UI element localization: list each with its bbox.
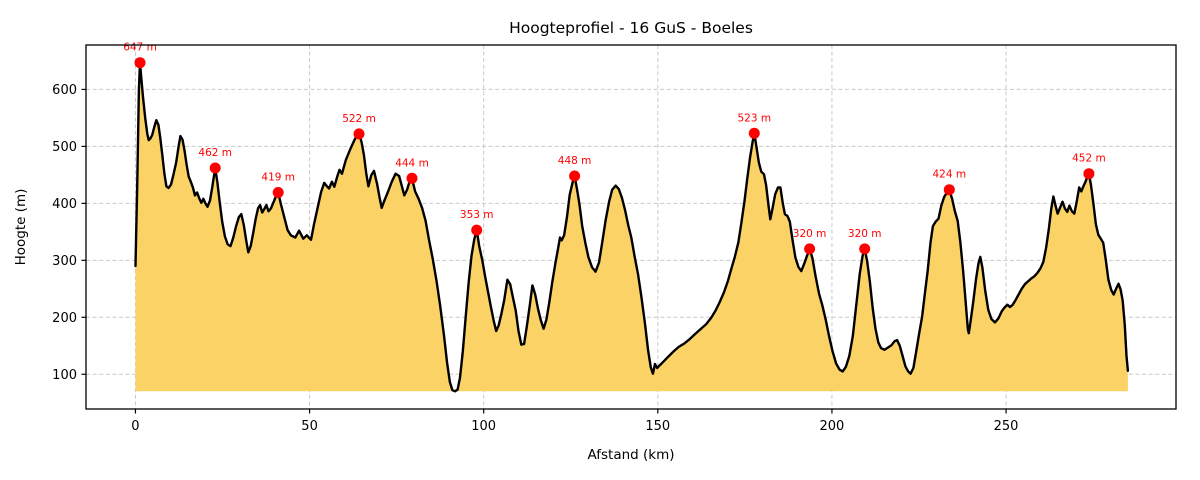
peak-marker bbox=[353, 128, 365, 140]
peak-marker bbox=[471, 224, 483, 236]
elevation-fill bbox=[135, 62, 1128, 392]
peak-annotation: 419 m bbox=[261, 172, 295, 184]
peak-marker bbox=[406, 172, 418, 184]
peak-annotation: 320 m bbox=[848, 228, 882, 240]
peak-annotation: 353 m bbox=[460, 209, 494, 221]
y-tick-label: 400 bbox=[52, 197, 77, 212]
peak-marker bbox=[748, 127, 760, 139]
y-axis-label: Hoogte (m) bbox=[13, 189, 29, 266]
x-tick-label: 0 bbox=[131, 419, 139, 434]
y-tick-label: 200 bbox=[52, 311, 77, 326]
x-axis-label: Afstand (km) bbox=[587, 447, 674, 463]
peak-marker bbox=[569, 170, 581, 182]
y-tick-label: 600 bbox=[52, 83, 77, 98]
x-tick-label: 250 bbox=[994, 419, 1019, 434]
peak-annotation: 452 m bbox=[1072, 153, 1106, 165]
peak-annotation: 462 m bbox=[198, 147, 232, 159]
peak-marker bbox=[272, 187, 284, 198]
peak-annotation: 522 m bbox=[342, 113, 376, 125]
peak-marker bbox=[859, 243, 871, 255]
peak-annotation: 448 m bbox=[558, 155, 592, 167]
peak-annotation: 647 m bbox=[123, 42, 157, 54]
peak-marker bbox=[209, 162, 221, 174]
x-tick-label: 100 bbox=[471, 419, 496, 434]
tick-marks bbox=[81, 88, 1007, 414]
x-tick-label: 150 bbox=[645, 419, 670, 434]
chart-title: Hoogteprofiel - 16 GuS - Boeles bbox=[509, 19, 753, 37]
peak-annotation: 320 m bbox=[793, 228, 827, 240]
peak-annotation: 424 m bbox=[932, 169, 966, 181]
y-tick-label: 500 bbox=[52, 140, 77, 155]
peak-marker bbox=[1083, 168, 1095, 180]
plot-border bbox=[85, 44, 1177, 410]
peak-annotation: 444 m bbox=[395, 157, 429, 169]
peak-annotation: 523 m bbox=[737, 112, 771, 124]
peak-marker bbox=[134, 57, 146, 69]
x-tick-label: 200 bbox=[820, 419, 845, 434]
plot-area: 647 m 462 m 419 m 522 m 444 m 353 m 448 m 523 m… bbox=[52, 42, 1177, 434]
peak-marker bbox=[804, 243, 816, 255]
elevation-line bbox=[134, 61, 1130, 393]
x-tick-label: 50 bbox=[301, 419, 318, 434]
y-tick-label: 100 bbox=[52, 368, 77, 383]
y-tick-label: 300 bbox=[52, 254, 77, 269]
peak-marker bbox=[943, 184, 955, 196]
